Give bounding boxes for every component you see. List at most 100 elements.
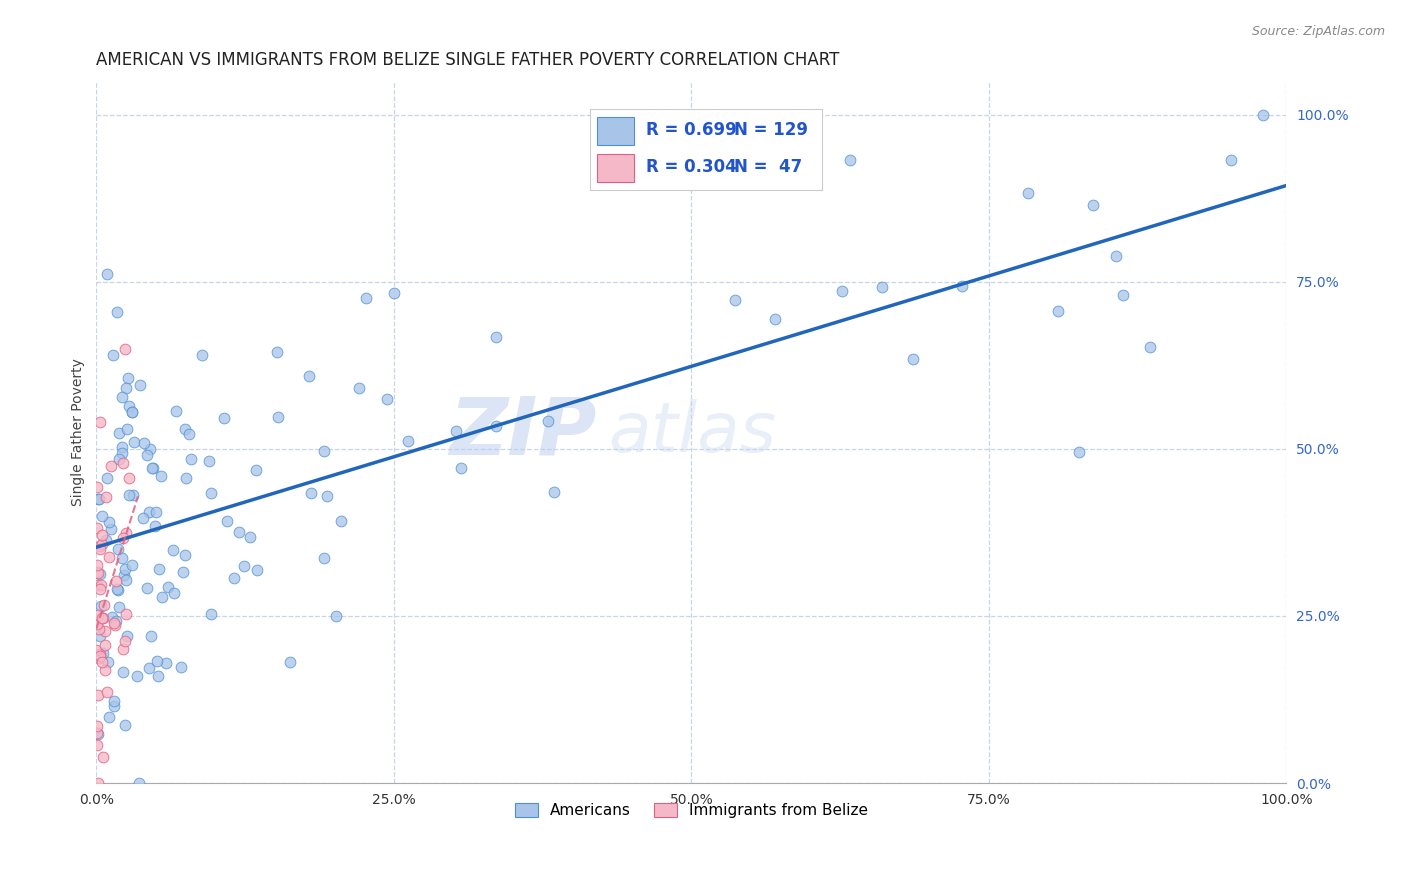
Point: [177, 427, 200, 442]
Point: [723, 293, 745, 308]
Point: [91, 655, 114, 669]
Point: [89, 629, 111, 643]
Point: [246, 563, 269, 577]
Point: [115, 607, 138, 621]
Point: [111, 446, 134, 460]
Point: [86, 727, 108, 741]
Point: [86, 558, 108, 572]
Point: [86, 738, 108, 752]
Point: [149, 468, 172, 483]
Point: [96, 267, 118, 281]
Point: [325, 608, 347, 623]
Point: [91, 508, 114, 523]
Point: [100, 459, 122, 474]
Point: [228, 524, 250, 539]
Point: [1251, 108, 1274, 122]
Point: [93, 749, 115, 764]
Point: [108, 451, 131, 466]
Point: [111, 665, 134, 679]
Point: [86, 521, 108, 535]
Point: [115, 422, 138, 436]
Point: [108, 600, 131, 615]
Point: [163, 586, 186, 600]
Point: [266, 345, 288, 359]
Point: [180, 451, 202, 466]
Point: [89, 541, 111, 556]
Point: [537, 414, 560, 428]
Point: [86, 565, 108, 579]
Point: [118, 399, 141, 413]
Point: [91, 646, 114, 660]
Point: [97, 515, 120, 529]
Point: [901, 352, 924, 367]
Point: [114, 562, 136, 576]
Point: [200, 486, 222, 500]
Point: [87, 650, 110, 665]
Y-axis label: Single Father Poverty: Single Father Poverty: [72, 359, 86, 506]
Point: [831, 284, 853, 298]
Point: [278, 655, 301, 669]
Point: [312, 444, 335, 458]
Point: [312, 550, 335, 565]
Point: [111, 531, 134, 545]
Point: [114, 634, 136, 648]
Point: [1081, 198, 1104, 212]
Point: [86, 492, 108, 507]
Point: [950, 278, 973, 293]
Point: [96, 685, 118, 699]
Point: [121, 405, 143, 419]
Point: [763, 312, 786, 326]
Point: [136, 448, 159, 462]
Point: [117, 629, 139, 643]
Point: [105, 614, 128, 628]
Point: [298, 368, 321, 383]
Point: [1220, 153, 1243, 168]
Point: [90, 578, 112, 592]
Point: [446, 424, 468, 438]
Point: [485, 418, 508, 433]
Point: [86, 726, 108, 740]
Text: AMERICAN VS IMMIGRANTS FROM BELIZE SINGLE FATHER POVERTY CORRELATION CHART: AMERICAN VS IMMIGRANTS FROM BELIZE SINGL…: [97, 51, 839, 69]
Point: [1105, 249, 1128, 263]
Point: [1139, 340, 1161, 354]
Point: [90, 599, 112, 613]
Point: [157, 580, 180, 594]
Point: [121, 558, 143, 573]
Point: [356, 291, 378, 305]
Point: [90, 537, 112, 551]
Point: [146, 669, 169, 683]
Point: [104, 574, 127, 588]
Point: [89, 623, 111, 637]
Point: [134, 435, 156, 450]
Point: [146, 654, 169, 668]
Point: [103, 694, 125, 708]
Point: [100, 522, 122, 536]
Point: [97, 656, 120, 670]
Point: [114, 717, 136, 731]
Point: [141, 461, 163, 475]
Point: [174, 471, 197, 485]
Point: [89, 647, 111, 661]
Point: [89, 582, 111, 597]
Point: [86, 617, 108, 632]
Point: [86, 643, 108, 657]
Point: [86, 480, 108, 494]
Point: [93, 599, 115, 613]
Point: [138, 505, 160, 519]
Point: [89, 539, 111, 553]
Point: [330, 514, 353, 528]
Point: [104, 618, 127, 632]
Point: [136, 581, 159, 595]
Point: [543, 484, 565, 499]
Point: [101, 348, 124, 362]
Point: [115, 573, 138, 587]
Point: [103, 699, 125, 714]
Point: [128, 776, 150, 790]
Point: [200, 607, 222, 621]
Point: [122, 488, 145, 502]
Point: [107, 542, 129, 557]
Point: [349, 381, 371, 395]
Point: [115, 526, 138, 541]
Point: [138, 661, 160, 675]
Point: [89, 649, 111, 664]
